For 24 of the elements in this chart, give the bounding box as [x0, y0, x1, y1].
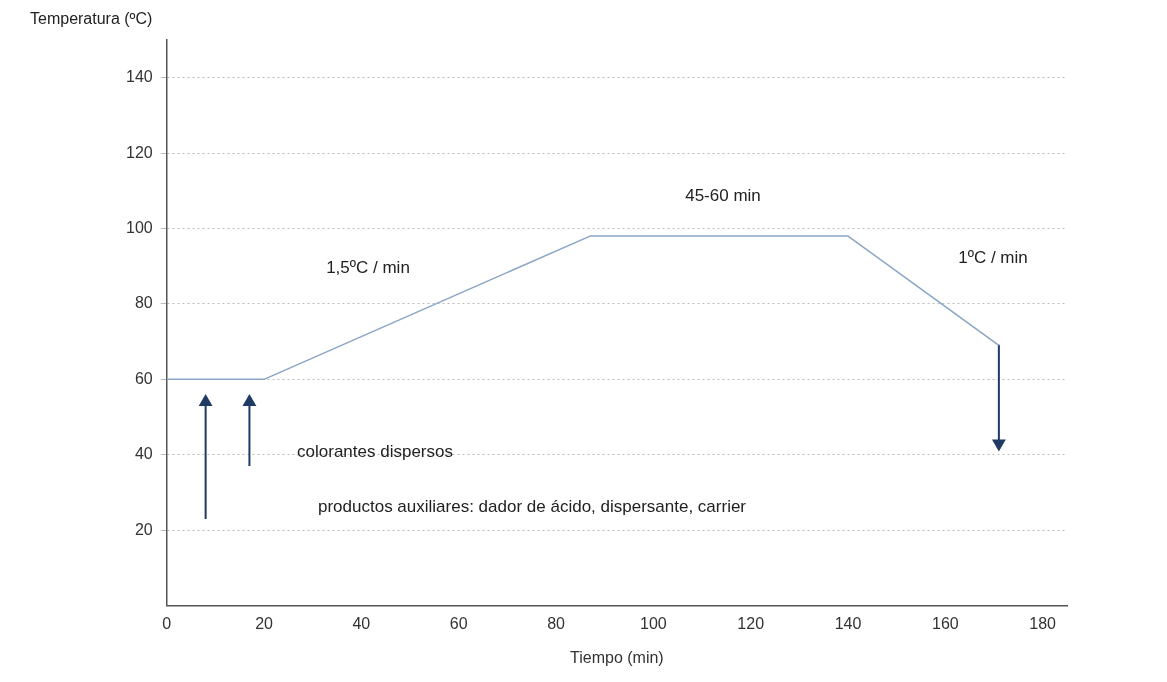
y-tick-label: 20 — [134, 520, 153, 538]
y-tick-label: 140 — [125, 68, 153, 86]
x-tick-label: 20 — [255, 614, 274, 632]
y-axis-title: Temperatura (ºC) — [30, 10, 153, 28]
x-tick-label: 140 — [834, 614, 862, 632]
x-tick-label: 120 — [737, 614, 765, 632]
annotation: 1,5ºC / min — [326, 257, 410, 277]
y-tick-label: 100 — [125, 218, 153, 236]
x-tick-label: 40 — [352, 614, 371, 632]
annotation: 1ºC / min — [958, 247, 1028, 267]
annotation: 45-60 min — [685, 185, 761, 205]
y-tick-label: 60 — [134, 369, 153, 387]
x-tick-label: 180 — [1029, 614, 1057, 632]
x-tick-label: 80 — [547, 614, 566, 632]
y-tick-label: 80 — [134, 294, 153, 312]
x-axis-title: Tiempo (min) — [570, 648, 664, 666]
x-tick-label: 0 — [162, 614, 172, 632]
x-tick-label: 60 — [449, 614, 468, 632]
annotation: productos auxiliares: dador de ácido, dispersante, carrier — [317, 496, 747, 516]
y-tick-label: 40 — [134, 445, 153, 463]
y-tick-label: 120 — [125, 143, 153, 161]
x-tick-label: 160 — [931, 614, 959, 632]
annotation: colorantes dispersos — [297, 441, 453, 461]
x-tick-label: 100 — [639, 614, 667, 632]
